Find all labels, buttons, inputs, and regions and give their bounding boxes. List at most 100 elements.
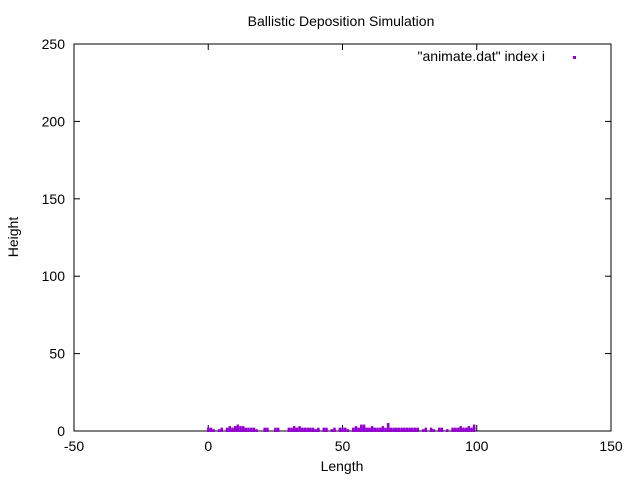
- data-point: [233, 426, 237, 429]
- data-point: [290, 429, 293, 432]
- y-tick-label: 200: [42, 113, 66, 129]
- data-point: [354, 426, 358, 429]
- data-point: [338, 427, 342, 431]
- data-point: [408, 429, 411, 432]
- data-point: [301, 429, 304, 432]
- data-point: [386, 426, 390, 429]
- data-point: [228, 427, 232, 431]
- data-point: [397, 427, 401, 431]
- data-point: [207, 429, 210, 432]
- legend-label: "animate.dat" index i: [418, 48, 545, 64]
- data-point: [368, 429, 371, 432]
- data-point: [370, 427, 374, 431]
- data-point: [424, 427, 428, 431]
- data-point: [290, 427, 293, 431]
- data-point: [424, 429, 428, 432]
- data-point: [446, 429, 449, 432]
- data-point: [241, 429, 245, 432]
- data-point: [322, 429, 326, 432]
- data-point: [263, 427, 266, 431]
- x-tick-label: 50: [335, 438, 351, 454]
- data-point: [360, 429, 363, 432]
- plot-frame: [73, 43, 612, 432]
- data-point: [298, 429, 301, 432]
- data-point: [362, 424, 366, 428]
- data-point: [429, 427, 433, 431]
- data-point: [365, 427, 368, 431]
- data-point: [459, 426, 462, 429]
- data-point: [411, 429, 414, 432]
- data-point: [252, 427, 256, 431]
- data-point: [362, 426, 366, 429]
- data-point: [236, 429, 240, 432]
- data-point: [432, 429, 436, 432]
- data-point: [317, 427, 320, 431]
- x-tick-label: 100: [465, 438, 489, 454]
- data-point: [341, 427, 344, 431]
- data-point: [459, 427, 462, 431]
- y-tick-label: 150: [42, 191, 66, 207]
- data-point: [378, 429, 382, 432]
- data-point: [381, 429, 385, 432]
- x-axis-label: Length: [321, 458, 364, 474]
- data-point: [354, 429, 358, 432]
- data-point: [292, 427, 296, 431]
- data-point: [384, 429, 387, 432]
- data-point: [429, 429, 433, 432]
- data-point: [295, 427, 299, 431]
- data-point: [209, 429, 213, 432]
- data-point: [456, 429, 460, 432]
- data-point: [274, 427, 277, 431]
- y-tick-label: 250: [42, 36, 66, 52]
- data-point: [341, 429, 344, 432]
- data-point: [231, 429, 234, 432]
- data-point: [357, 427, 360, 431]
- data-point: [392, 427, 395, 431]
- data-point: [381, 426, 385, 429]
- y-tick-label: 100: [42, 268, 66, 284]
- data-point: [437, 427, 441, 431]
- data-point: [462, 427, 465, 431]
- data-point: [225, 429, 229, 432]
- data-point: [343, 429, 347, 432]
- data-point: [467, 426, 470, 429]
- data-point: [250, 427, 253, 431]
- data-point: [400, 427, 403, 431]
- data-point: [352, 427, 355, 431]
- data-point: [352, 429, 355, 432]
- data-point: [266, 429, 269, 432]
- data-point: [472, 427, 476, 431]
- data-point: [403, 427, 406, 431]
- data-point: [397, 429, 401, 432]
- data-point: [403, 429, 406, 432]
- y-axis-label: Height: [5, 217, 21, 258]
- data-point: [317, 429, 320, 432]
- y-tick-label: 0: [57, 423, 65, 439]
- data-point: [470, 427, 473, 431]
- data-point: [239, 429, 242, 432]
- data-point: [311, 427, 315, 431]
- data-point: [370, 426, 374, 429]
- data-point: [421, 429, 425, 432]
- data-point: [370, 429, 374, 432]
- data-point: [362, 429, 366, 432]
- data-point: [322, 427, 326, 431]
- x-tick-label: -50: [64, 438, 84, 454]
- data-point: [454, 427, 457, 431]
- data-point: [236, 426, 240, 429]
- data-point: [395, 429, 398, 432]
- y-tick-label: 50: [49, 346, 65, 362]
- data-point: [220, 427, 223, 431]
- legend: "animate.dat" index i: [418, 48, 576, 64]
- data-point: [287, 427, 291, 431]
- data-point: [413, 429, 417, 432]
- data-point: [456, 427, 460, 431]
- x-tick-label: 150: [599, 438, 623, 454]
- data-point: [362, 427, 366, 431]
- data-point: [440, 427, 444, 431]
- data-point: [298, 427, 301, 431]
- x-tick-label: 0: [204, 438, 212, 454]
- data-point: [413, 427, 417, 431]
- data-point: [207, 427, 210, 431]
- data-point: [217, 429, 221, 432]
